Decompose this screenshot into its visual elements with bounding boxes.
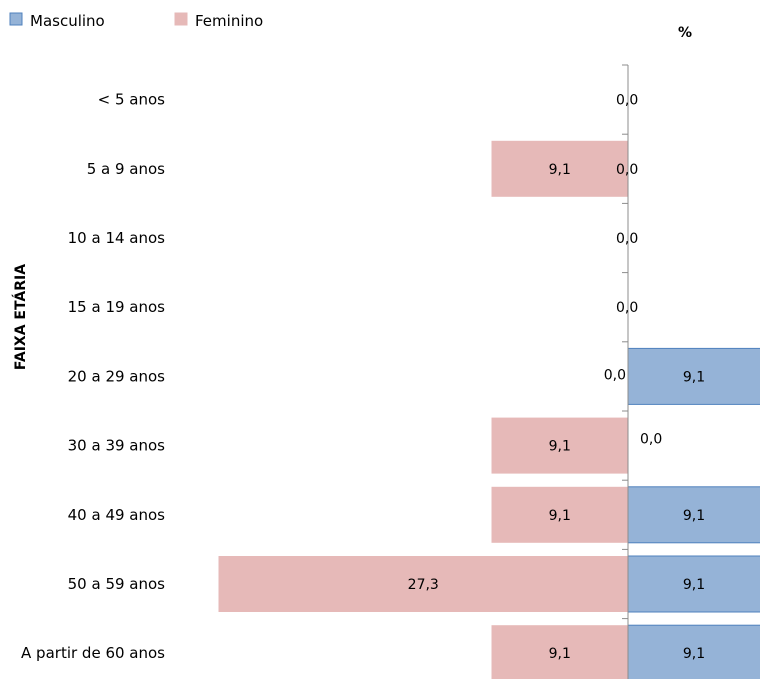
legend: Masculino Feminino — [10, 12, 263, 30]
value-label-masculino: 0,0 — [616, 162, 638, 178]
bars — [219, 141, 760, 679]
legend-label-masculino: Masculino — [30, 12, 105, 30]
value-label-feminino: 9,1 — [549, 162, 571, 178]
category-label: 10 a 14 anos — [68, 229, 166, 247]
value-label-masculino: 9,1 — [683, 646, 705, 662]
y-axis-label: FAIXA ETÁRIA — [12, 264, 29, 370]
value-label-feminino: 27,3 — [408, 577, 439, 593]
legend-swatch-feminino — [175, 13, 187, 25]
value-label-masculino: 9,1 — [683, 508, 705, 524]
category-label: A partir de 60 anos — [21, 644, 165, 662]
value-label-masculino: 0,0 — [640, 432, 662, 448]
category-label: 5 a 9 anos — [87, 160, 165, 178]
category-label: 40 a 49 anos — [68, 506, 166, 524]
value-label-masculino: 0,0 — [616, 93, 638, 109]
category-label: < 5 anos — [98, 91, 166, 109]
category-label: 30 a 39 anos — [68, 437, 166, 455]
value-label-masculino: 9,1 — [683, 369, 705, 385]
category-label: 20 a 29 anos — [68, 367, 166, 385]
category-label: 15 a 19 anos — [68, 298, 166, 316]
category-labels: < 5 anos 5 a 9 anos 10 a 14 anos 15 a 19 an… — [21, 91, 165, 663]
value-label-masculino: 9,1 — [683, 577, 705, 593]
category-label: 50 a 59 anos — [68, 575, 166, 593]
value-label-feminino: 0,0 — [604, 367, 626, 383]
value-label-feminino: 9,1 — [549, 439, 571, 455]
value-label-masculino: 0,0 — [616, 231, 638, 247]
legend-swatch-masculino — [10, 13, 22, 25]
value-label-feminino: 9,1 — [549, 646, 571, 662]
x-axis-label: % — [678, 25, 692, 41]
value-label-masculino: 0,0 — [616, 300, 638, 316]
legend-label-feminino: Feminino — [195, 12, 263, 30]
value-label-feminino: 9,1 — [549, 508, 571, 524]
